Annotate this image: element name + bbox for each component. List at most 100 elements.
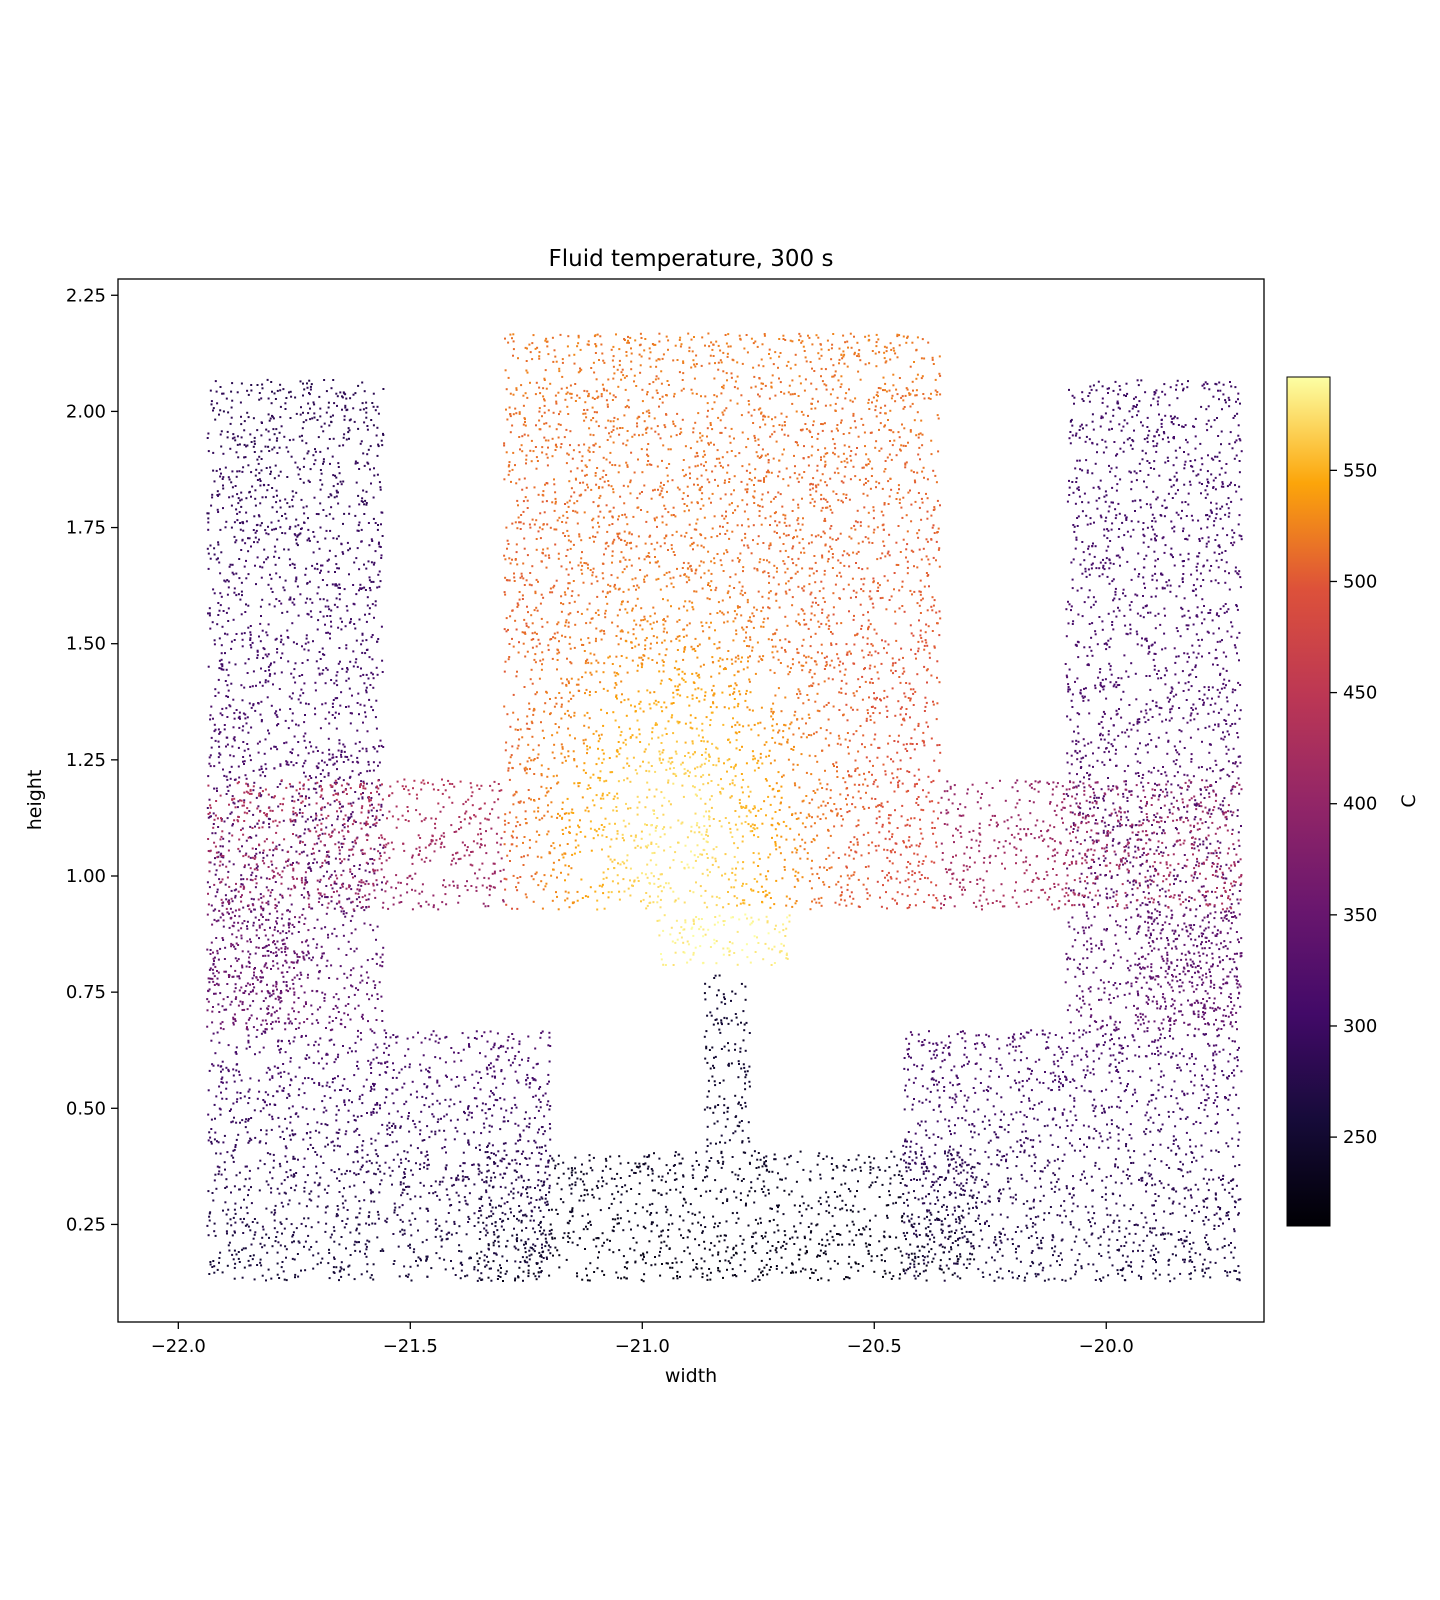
scatter-point xyxy=(521,631,524,634)
scatter-point xyxy=(214,688,217,691)
scatter-point xyxy=(1186,962,1189,965)
scatter-point xyxy=(288,598,291,601)
scatter-point xyxy=(1115,920,1117,923)
scatter-point xyxy=(241,594,243,597)
scatter-point xyxy=(1080,587,1083,590)
scatter-point xyxy=(1181,867,1184,869)
scatter-point xyxy=(1143,438,1146,441)
scatter-point xyxy=(1083,776,1085,779)
scatter-point xyxy=(382,746,385,748)
scatter-point xyxy=(908,845,911,848)
scatter-point xyxy=(566,501,569,504)
scatter-point xyxy=(1079,880,1082,883)
scatter-point xyxy=(757,590,760,593)
scatter-point xyxy=(888,533,891,536)
scatter-point xyxy=(249,639,252,641)
scatter-point xyxy=(363,563,365,566)
scatter-point xyxy=(1090,924,1093,927)
scatter-point xyxy=(1114,1020,1117,1023)
scatter-point xyxy=(1189,1003,1192,1006)
scatter-point xyxy=(340,749,343,752)
scatter-point xyxy=(1093,555,1096,558)
scatter-point xyxy=(894,610,897,613)
scatter-point xyxy=(1092,788,1095,791)
scatter-point xyxy=(322,669,325,672)
scatter-point xyxy=(736,605,739,608)
scatter-point xyxy=(281,849,284,852)
scatter-point xyxy=(771,645,774,648)
scatter-point xyxy=(1078,429,1081,431)
scatter-point xyxy=(878,831,881,834)
scatter-point xyxy=(267,445,270,448)
scatter-point xyxy=(350,813,353,816)
scatter-point xyxy=(242,725,245,728)
scatter-point xyxy=(257,514,260,517)
scatter-point xyxy=(326,584,329,587)
scatter-point xyxy=(1236,952,1238,955)
scatter-point xyxy=(1237,997,1239,1000)
scatter-point xyxy=(1147,953,1150,956)
scatter-point xyxy=(372,580,375,583)
scatter-point xyxy=(1172,695,1175,698)
scatter-point xyxy=(1093,915,1096,918)
scatter-point xyxy=(752,615,755,618)
scatter-point xyxy=(1094,545,1097,548)
scatter-point xyxy=(860,854,863,857)
scatter-point xyxy=(218,1011,221,1013)
scatter-point xyxy=(290,761,293,764)
scatter-point xyxy=(219,468,221,471)
scatter-point xyxy=(1119,478,1122,481)
scatter-point xyxy=(359,675,362,678)
scatter-point xyxy=(375,666,378,669)
scatter-point xyxy=(1135,406,1138,408)
scatter-point xyxy=(1090,649,1093,652)
scatter-point xyxy=(321,647,324,650)
scatter-point xyxy=(568,642,571,645)
scatter-point xyxy=(367,898,370,901)
scatter-point xyxy=(228,704,231,707)
scatter-point xyxy=(228,899,230,902)
scatter-point xyxy=(1092,971,1095,974)
scatter-point xyxy=(1195,908,1198,911)
scatter-point xyxy=(267,950,270,952)
scatter-point xyxy=(223,1008,226,1011)
scatter-point xyxy=(363,682,366,685)
scatter-point xyxy=(1173,475,1176,478)
scatter-point xyxy=(1093,797,1096,800)
scatter-point xyxy=(797,622,800,625)
scatter-point xyxy=(1148,462,1151,464)
scatter-point xyxy=(271,1006,274,1009)
scatter-point xyxy=(227,607,230,610)
scatter-point xyxy=(222,768,224,771)
scatter-point xyxy=(295,723,297,726)
scatter-point xyxy=(227,674,230,677)
scatter-point xyxy=(207,512,210,515)
scatter-point xyxy=(1085,435,1088,438)
scatter-point xyxy=(1153,664,1156,667)
scatter-point xyxy=(594,536,597,538)
scatter-point xyxy=(1087,699,1090,702)
scatter-point xyxy=(347,996,350,999)
scatter-point xyxy=(317,762,320,765)
scatter-point xyxy=(307,863,310,866)
scatter-point xyxy=(262,907,265,910)
scatter-point xyxy=(357,1004,360,1007)
scatter-point xyxy=(374,716,377,719)
scatter-point xyxy=(306,659,309,662)
scatter-point xyxy=(297,524,300,527)
scatter-point xyxy=(346,609,349,612)
scatter-point xyxy=(1083,905,1086,908)
scatter-point xyxy=(333,789,336,792)
scatter-point xyxy=(255,852,258,855)
scatter-point xyxy=(293,952,296,955)
scatter-point xyxy=(269,573,271,576)
scatter-point xyxy=(323,775,326,778)
scatter-point xyxy=(371,862,374,865)
scatter-point xyxy=(1238,570,1241,573)
scatter-point xyxy=(1185,537,1187,540)
scatter-point xyxy=(1109,637,1112,640)
scatter-point xyxy=(1147,718,1150,721)
scatter-point xyxy=(699,765,702,768)
scatter-point xyxy=(376,426,379,429)
scatter-point xyxy=(1140,644,1143,647)
